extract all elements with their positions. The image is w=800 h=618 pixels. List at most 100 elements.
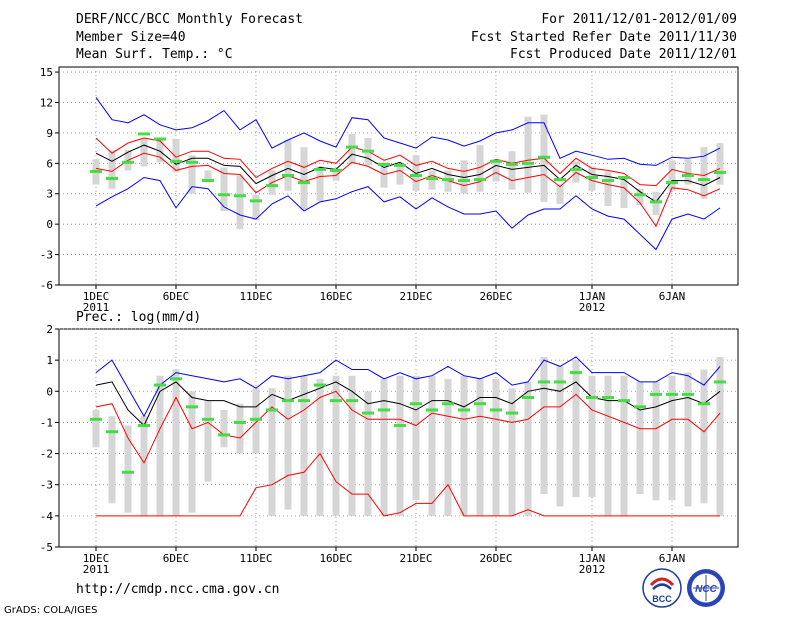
temp-range-bar [380,167,388,188]
prec-x-tick-label: 16DEC [319,552,352,565]
prec-median-marker [458,408,470,412]
prec-median-marker [250,417,262,421]
temp-y-tick-label: 15 [40,66,53,79]
temp-median-marker [314,167,326,171]
temp-median-marker [138,132,150,136]
temp-range-bar [556,184,564,204]
prec-range-bar [380,378,388,516]
temp-series-ensemble-mean [95,144,721,203]
temp-series-outer-upper [95,97,721,166]
temp-range-bar [220,167,228,211]
bcc-logo-text: BCC [652,594,672,604]
temp-range-bar [524,116,532,193]
member-size-label: Member Size=40 [76,30,186,45]
temp-median-marker [490,159,502,163]
prec-range-bar [684,372,692,507]
temp-y-tick-label: 12 [40,96,53,109]
temp-median-marker [442,178,454,182]
temp-x-tick-sublabel: 2012 [579,301,606,314]
temp-range-bar [188,155,196,194]
prec-x-tick-label: 1DEC [83,552,110,565]
prec-median-marker [154,383,166,387]
temp-median-marker [90,169,102,173]
prec-median-marker [618,399,630,403]
temp-y-tick-label: 9 [46,127,53,140]
temp-median-marker [410,173,422,177]
temp-series-inner-upper [95,137,721,187]
prec-median-marker [570,371,582,375]
temp-median-marker [298,181,310,185]
prec-range-bar [172,369,180,516]
temp-median-marker [346,145,358,149]
prec-range-bar [508,388,516,516]
temp-y-tick-label: 0 [46,218,53,231]
prec-range-bar [252,388,260,454]
prec-range-bar [92,409,100,448]
source-url[interactable]: http://cmdp.ncc.cma.gov.cn [76,582,280,597]
prec-median-marker [714,380,726,384]
temp-x-tick-label: 1JAN [579,290,606,303]
prec-range-bar [652,381,660,501]
temp-range-bar [140,138,148,167]
prec-range-bar [188,391,196,513]
temp-range-bar [652,191,660,216]
temp-median-marker [266,184,278,188]
prec-range-bar [108,416,116,504]
temp-range-bar [684,159,692,185]
prec-series-outer-upper [95,356,721,418]
temp-median-marker [474,178,486,182]
temp-range-bar [204,170,212,180]
prec-range-bar [156,375,164,516]
prec-range-bar [700,369,708,504]
temp-median-marker [618,176,630,180]
temp-median-marker [426,177,438,181]
temp-median-marker [506,162,518,166]
prec-median-marker [474,402,486,406]
temp-median-marker [634,193,646,197]
prec-median-marker [218,433,230,437]
prec-y-tick-label: -3 [40,479,53,492]
temp-range-bar [668,160,676,191]
temp-range-bar [620,176,628,208]
prec-range-bar [220,409,228,448]
prec-median-marker [602,396,614,400]
prec-median-marker [554,380,566,384]
temp-range-bar [156,137,164,163]
temp-median-marker [154,137,166,141]
temp-median-marker [250,199,262,203]
temp-median-marker [554,178,566,182]
prec-x-tick-label: 21DEC [399,552,432,565]
temp-range-bar [476,145,484,192]
prec-range-bar [716,357,724,516]
prec-range-bar [284,375,292,510]
prec-x-tick-label: 26DEC [479,552,512,565]
temp-range-bar [508,151,516,190]
temp-median-marker [586,176,598,180]
prec-y-tick-label: 2 [46,323,53,336]
prec-median-marker [490,408,502,412]
prec-range-bar [124,425,132,513]
prec-median-marker [698,402,710,406]
temp-range-bar [636,188,644,205]
prec-median-marker [202,417,214,421]
prec-median-marker [666,392,678,396]
temp-median-marker [234,194,246,198]
prec-median-marker [538,380,550,384]
temp-range-bar [396,166,404,185]
prec-median-marker [378,408,390,412]
prec-median-marker [186,405,198,409]
prec-median-marker [138,424,150,428]
temp-median-marker [682,173,694,177]
prec-y-tick-label: -5 [40,541,53,554]
temp-median-marker [186,160,198,164]
temp-median-marker [170,159,182,163]
temp-range-bar [172,138,180,173]
prec-x-tick-sublabel: 2011 [83,563,110,576]
temp-x-tick-sublabel: 2011 [83,301,110,314]
temp-median-marker [122,160,134,164]
temp-median-marker [650,200,662,204]
temp-median-marker [106,177,118,181]
temp-median-marker [602,179,614,183]
temp-y-tick-label: -6 [40,279,53,292]
